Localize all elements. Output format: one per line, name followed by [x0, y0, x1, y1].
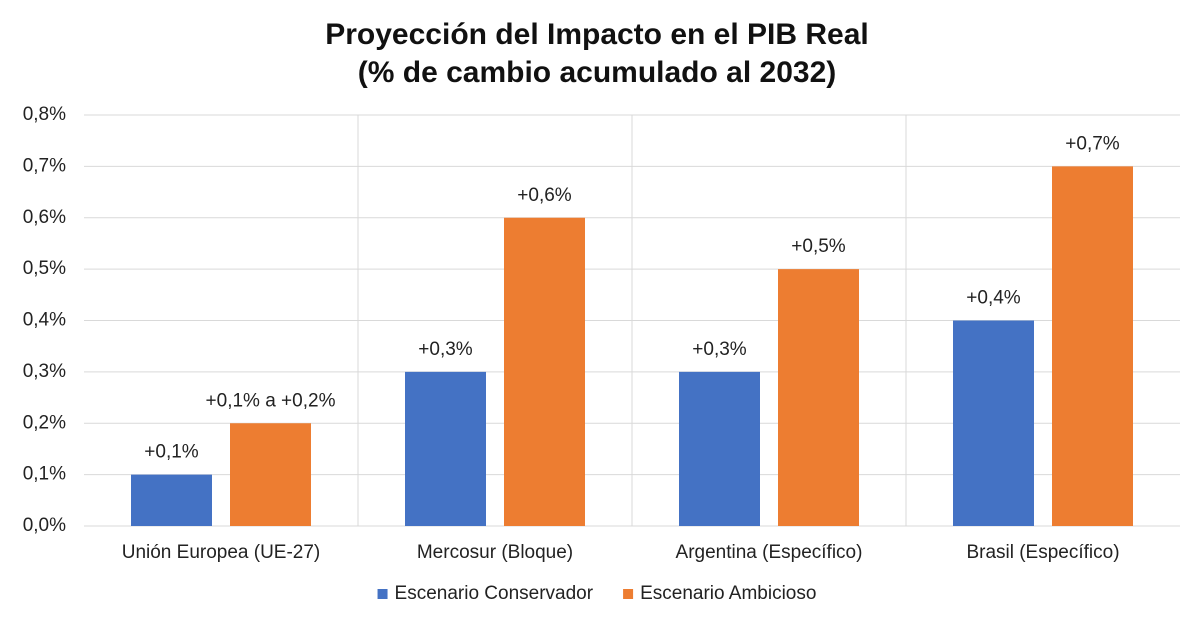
data-label: +0,3%	[418, 339, 473, 360]
data-label: +0,6%	[517, 185, 572, 206]
y-tick-label: 0,5%	[23, 258, 66, 279]
y-tick-label: 0,2%	[23, 412, 66, 433]
legend-label: Escenario Conservador	[395, 583, 594, 604]
chart-title: Proyección del Impacto en el PIB Real	[325, 18, 869, 51]
x-tick-label: Unión Europea (UE-27)	[122, 542, 321, 563]
bar	[679, 371, 760, 526]
bar	[405, 371, 486, 526]
bar	[1052, 166, 1133, 526]
legend-swatch	[623, 589, 634, 599]
bar	[230, 423, 311, 526]
data-label: +0,5%	[791, 236, 846, 257]
legend-swatch	[377, 589, 388, 599]
y-tick-label: 0,0%	[23, 515, 66, 536]
data-label: +0,1%	[144, 442, 199, 463]
legend-label: Escenario Ambicioso	[640, 583, 816, 604]
x-tick-label: Brasil (Específico)	[966, 542, 1119, 563]
data-label: +0,3%	[692, 339, 747, 360]
bar	[778, 269, 859, 526]
y-tick-label: 0,3%	[23, 361, 66, 382]
bar	[504, 217, 585, 526]
x-tick-label: Argentina (Específico)	[676, 542, 863, 563]
data-label: +0,7%	[1065, 133, 1120, 154]
bar	[953, 320, 1034, 526]
chart-subtitle: (% de cambio acumulado al 2032)	[358, 56, 837, 89]
y-tick-label: 0,1%	[23, 464, 66, 485]
x-tick-label: Mercosur (Bloque)	[417, 542, 573, 563]
y-tick-label: 0,7%	[23, 155, 66, 176]
data-label: +0,1% a +0,2%	[206, 390, 336, 411]
data-label: +0,4%	[966, 288, 1021, 309]
y-tick-label: 0,4%	[23, 310, 66, 331]
y-tick-label: 0,8%	[23, 104, 66, 125]
bar	[131, 474, 212, 526]
y-tick-label: 0,6%	[23, 207, 66, 228]
